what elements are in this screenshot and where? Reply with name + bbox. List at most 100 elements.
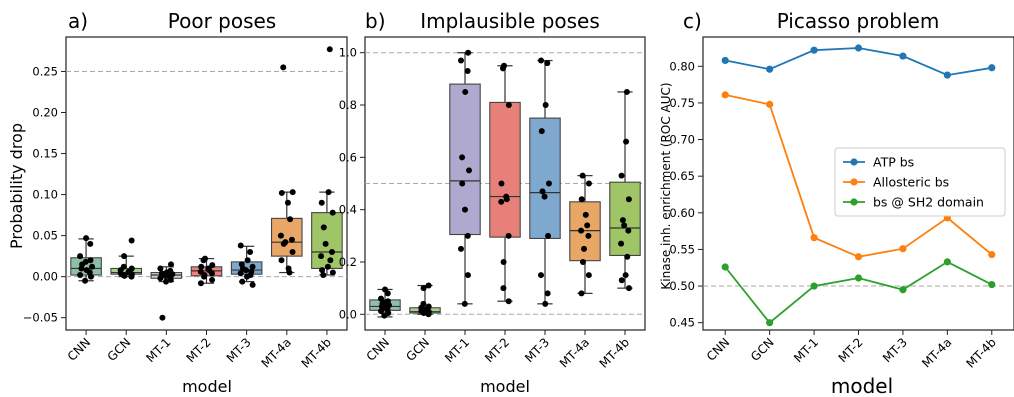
panel-b-point-mt-2: [498, 198, 505, 205]
panel-a-point-gcn: [128, 237, 135, 244]
panel-a-point-mt-1: [157, 265, 164, 272]
panel-c-legend-label-bs-sh2-domain: bs @ SH2 domain: [873, 195, 984, 210]
panel-b-point-mt-2: [500, 258, 507, 265]
panel-b-point-gcn: [420, 285, 427, 292]
panel-c-point-atp-bs: [721, 56, 729, 65]
panel-b-point-mt-2: [500, 65, 507, 72]
panel-b-box-mt-3: [529, 117, 561, 239]
panel-a-point-mt-4b: [319, 267, 326, 274]
panel-b-point-cnn: [378, 295, 385, 302]
panel-b-point-gcn: [425, 311, 432, 318]
panel-b-point-mt-4b: [618, 172, 625, 179]
panel-b-point-mt-4b: [625, 285, 632, 292]
panel-a-y-tick-label: 0.15: [32, 147, 58, 161]
panel-a-point-cnn: [77, 272, 84, 279]
panel-b-label: b): [365, 9, 386, 33]
panel-a-point-mt-1: [163, 278, 170, 285]
panel-a-plot: −0.05 0.00 0.05 0.10 0.15 0.20 0.25 CNN GCN MT-1 M…: [23, 36, 348, 371]
panel-a-y-tick-label: 0.25: [32, 64, 58, 78]
panel-b-point-mt-1: [459, 154, 466, 161]
panel-a-x-axis-label: model: [182, 377, 232, 396]
panel-a-point-gcn: [121, 253, 128, 260]
panel-b-point-mt-3: [541, 193, 548, 200]
panel-a-point-gcn: [121, 272, 128, 279]
panel-c-legend-marker-bs-sh2-domain: [850, 198, 858, 206]
panel-a-y-tick-label: 0.05: [32, 229, 58, 243]
panel-c-x-tick-label-gcn: GCN: [748, 335, 777, 364]
panel-b-point-mt-3: [538, 272, 545, 279]
panel-a-point-mt-2: [197, 280, 204, 287]
panel-a-point-mt-4a: [289, 249, 296, 256]
panel-c-point-bs-sh2-domain: [721, 263, 729, 271]
panel-c-plot: 0.45 0.50 0.55 0.60 0.65 0.70 0.75 0.80 CNN GCN MT…: [669, 36, 1014, 371]
panel-c-y-axis-label: Kinase inh. enrichment (ROC AUC): [659, 82, 673, 289]
panel-b-point-mt-1: [465, 167, 472, 174]
panel-c-point-bs-sh2-domain: [899, 286, 907, 294]
panel-b-point-mt-4b: [621, 222, 628, 229]
panel-a-label: a): [68, 9, 88, 33]
panel-a-box-cnn: [70, 257, 102, 276]
panel-a-y-axis-label: Probability drop: [7, 123, 26, 249]
panel-b-point-cnn: [381, 312, 388, 319]
panel-c-point-atp-bs: [854, 44, 863, 52]
panel-a-x-tick-label-gcn: GCN: [105, 335, 134, 364]
panel-a-point-mt-3: [249, 263, 256, 270]
panel-a-point-mt-4b: [320, 224, 327, 231]
panel-c-y-tick-label: 0.45: [669, 316, 695, 330]
panel-c-point-atp-bs: [988, 64, 996, 72]
panel-c-point-atp-bs: [810, 46, 818, 54]
panel-b-point-mt-1: [459, 180, 466, 187]
panel-b-point-mt-3: [545, 232, 552, 239]
panel-b-point-mt-4a: [585, 232, 592, 239]
panel-a-point-cnn: [87, 273, 94, 280]
panel-b-point-mt-4a: [584, 222, 591, 229]
panel-a-point-mt-1: [167, 261, 174, 268]
panel-c-y-tick-label: 0.80: [669, 59, 695, 73]
panel-b-point-gcn: [425, 282, 432, 289]
panel-b-point-mt-2: [503, 196, 510, 203]
panel-b-title: Implausible poses: [420, 9, 600, 33]
panel-c-x-tick-label-mt-4a: MT-4a: [919, 335, 954, 370]
panel-b-point-mt-1: [464, 232, 471, 239]
panel-b-point-mt-4a: [579, 172, 586, 179]
panel-a-point-mt-2: [208, 270, 215, 277]
panel-b-point-mt-4b: [623, 138, 630, 145]
panel-a-point-mt-4b: [326, 46, 333, 53]
panel-b-point-mt-1: [462, 206, 469, 213]
panel-c-x-tick-label-cnn: CNN: [704, 335, 733, 364]
panel-a-x-tick-label-mt-2: MT-2: [184, 335, 214, 365]
panel-a-point-mt-4a: [288, 236, 295, 243]
panel-a-point-cnn: [87, 240, 94, 247]
panel-b-point-mt-1: [464, 272, 471, 279]
panel-c-point-bs-sh2-domain: [988, 280, 996, 289]
panel-a-point-cnn: [89, 263, 96, 270]
panel-b-point-mt-2: [505, 102, 512, 109]
panel-c-y-tick-label: 0.75: [669, 96, 695, 110]
panel-c-y-tick-label: 0.65: [669, 169, 695, 183]
panel-b-point-mt-1: [464, 68, 471, 75]
panel-b-point-mt-1: [462, 88, 469, 95]
panel-a-point-cnn: [77, 253, 84, 260]
panel-b-point-mt-3: [538, 57, 545, 64]
panel-c-legend-label-allosteric-bs: Allosteric bs: [873, 175, 949, 190]
panel-c-point-bs-sh2-domain: [766, 319, 774, 327]
panel-a-point-mt-2: [198, 263, 205, 270]
panel-b-point-mt-4a: [582, 211, 589, 218]
panel-a-point-mt-2: [209, 276, 216, 283]
panel-b-point-cnn: [384, 290, 391, 297]
panel-a-y-tick-label: 0.00: [32, 270, 58, 284]
panel-a-point-cnn: [78, 265, 85, 272]
panel-a-point-mt-4b: [324, 263, 331, 270]
panel-c-point-atp-bs: [943, 71, 951, 79]
panel-b-point-cnn: [378, 308, 385, 315]
panel-c-legend-label-atp-bs: ATP bs: [873, 155, 914, 170]
panel-c-point-allosteric-bs: [721, 91, 729, 99]
panel-b-point-mt-3: [545, 180, 552, 187]
panel-c-y-tick-label: 0.55: [669, 242, 695, 256]
panel-a-point-mt-4a: [289, 189, 296, 196]
panel-b-point-mt-4a: [578, 290, 585, 297]
panel-b-y-tick-label: 0.2: [339, 255, 357, 269]
panel-b-point-mt-4a: [585, 272, 592, 279]
panel-b-point-mt-4b: [618, 240, 625, 247]
panel-b-point-mt-3: [539, 188, 546, 195]
